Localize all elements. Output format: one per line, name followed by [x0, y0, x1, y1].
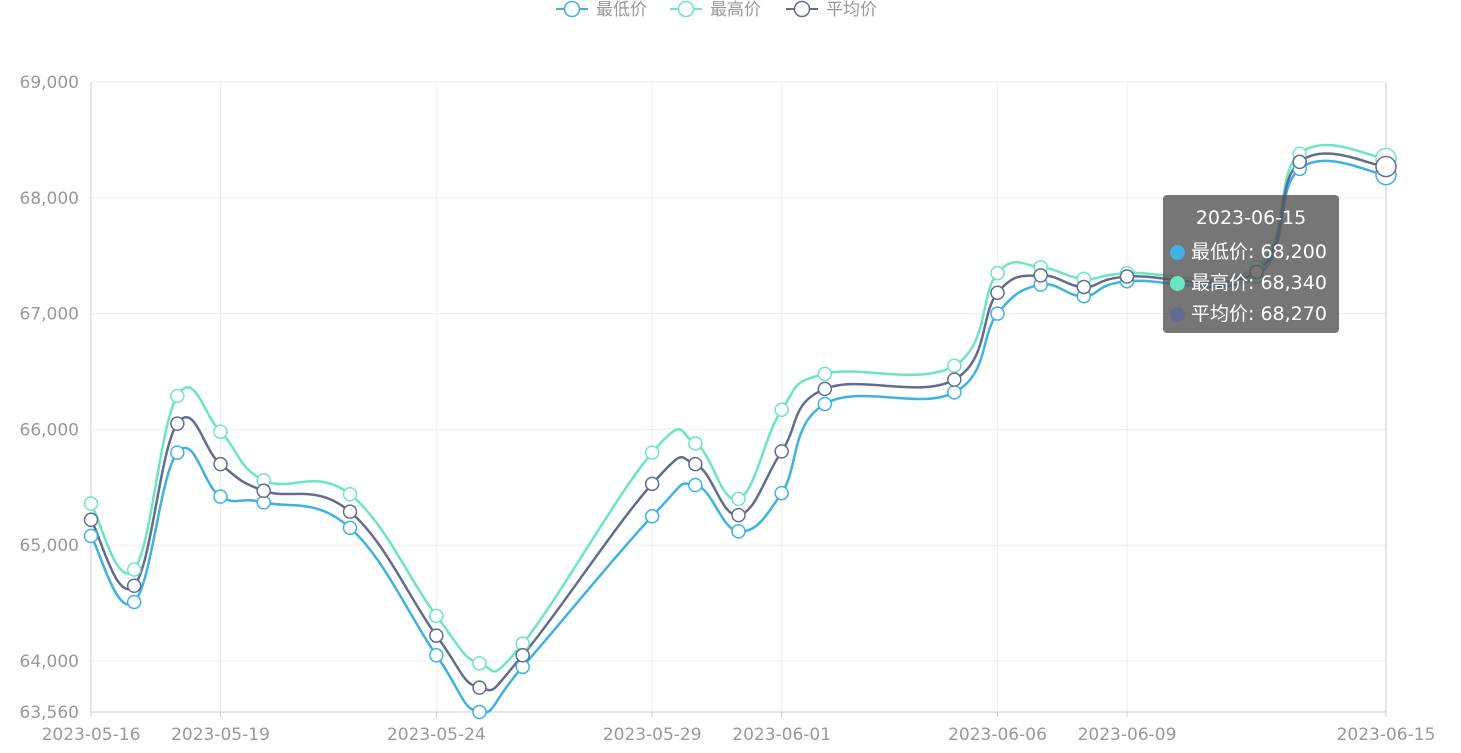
- legend-label: 最低价: [596, 0, 647, 20]
- legend-item-avg[interactable]: 平均价: [786, 0, 877, 20]
- x-tick-label: 2023-06-09: [1078, 725, 1177, 745]
- data-point-low[interactable]: [213, 489, 228, 504]
- data-point-low[interactable]: [429, 648, 444, 663]
- tooltip-date: 2023-06-15: [1195, 207, 1307, 229]
- data-point-high[interactable]: [429, 608, 444, 624]
- data-point-avg[interactable]: [947, 372, 962, 387]
- series-line-low: [89, 159, 1387, 714]
- y-tick-label: 67,000: [20, 305, 79, 325]
- data-point-high[interactable]: [817, 366, 833, 382]
- data-point-low[interactable]: [817, 396, 833, 412]
- y-tick-label: 65,000: [20, 536, 79, 556]
- tooltip-row-avg: 平均价: 68,270: [1163, 299, 1339, 330]
- tooltip-row-high: 最高价: 68,340: [1163, 268, 1339, 299]
- legend[interactable]: 最低价 最高价 平均价: [556, 0, 877, 20]
- data-point-avg[interactable]: [644, 476, 660, 492]
- data-point-high[interactable]: [731, 491, 746, 507]
- x-tick-label: 2023-05-19: [171, 725, 270, 745]
- avg-series-dot: [1170, 307, 1185, 322]
- legend-item-high[interactable]: 最高价: [670, 0, 761, 20]
- x-tick-label: 2023-05-24: [387, 725, 486, 745]
- data-point-high[interactable]: [472, 656, 487, 671]
- data-point-avg[interactable]: [83, 512, 99, 528]
- data-point-avg[interactable]: [515, 648, 530, 663]
- data-point-avg[interactable]: [731, 507, 746, 523]
- x-tick-label: 2023-05-29: [603, 725, 702, 745]
- data-point-high[interactable]: [213, 424, 228, 439]
- legend-circle-icon: [677, 0, 695, 18]
- tooltip-low-text: 最低价: 68,200: [1191, 241, 1327, 263]
- x-tick-label: 2023-05-16: [42, 725, 141, 745]
- data-point-avg[interactable]: [256, 483, 271, 499]
- data-point-high[interactable]: [83, 496, 99, 511]
- legend-circle-icon: [793, 0, 811, 18]
- tooltip-avg-text: 平均价: 68,270: [1191, 303, 1327, 325]
- data-point-low[interactable]: [126, 594, 142, 610]
- legend-item-low[interactable]: 最低价: [556, 0, 647, 20]
- grid-lines: [91, 81, 1386, 712]
- data-point-avg[interactable]: [1076, 279, 1092, 295]
- legend-label: 最高价: [710, 0, 761, 20]
- data-point-avg[interactable]: [342, 504, 358, 519]
- data-point-low[interactable]: [688, 477, 703, 493]
- data-point-avg[interactable]: [1033, 268, 1048, 283]
- data-point-low[interactable]: [990, 306, 1005, 321]
- data-points[interactable]: [83, 146, 1397, 720]
- data-point-high[interactable]: [644, 445, 660, 460]
- data-point-low[interactable]: [947, 385, 962, 400]
- y-tick-label: 68,000: [20, 189, 79, 209]
- data-point-high[interactable]: [774, 402, 789, 417]
- data-point-low[interactable]: [731, 524, 746, 539]
- chart-tooltip: 2023-06-15 最低价: 68,200 最高价: 68,340 平均价: …: [1163, 195, 1339, 333]
- data-point-avg[interactable]: [990, 285, 1005, 301]
- data-point-low[interactable]: [774, 485, 789, 501]
- data-point-low[interactable]: [472, 704, 487, 720]
- data-point-avg[interactable]: [472, 680, 487, 695]
- y-tick-label: 66,000: [20, 420, 79, 440]
- data-point-avg[interactable]: [1292, 154, 1307, 170]
- data-point-high[interactable]: [990, 265, 1005, 281]
- y-tick-label: 64,000: [20, 652, 79, 672]
- data-point-low[interactable]: [644, 509, 660, 524]
- low-series-dot: [1170, 245, 1185, 260]
- data-point-avg[interactable]: [213, 456, 228, 472]
- data-point-avg[interactable]: [126, 578, 142, 594]
- data-point-avg[interactable]: [1119, 269, 1135, 284]
- x-tick-label: 2023-06-01: [732, 725, 831, 745]
- data-point-avg[interactable]: [170, 416, 185, 431]
- y-tick-label: 69,000: [20, 73, 79, 93]
- y-tick-label: 63,560: [20, 703, 79, 723]
- data-point-avg[interactable]: [429, 628, 444, 643]
- data-point-high[interactable]: [126, 562, 142, 577]
- data-point-low[interactable]: [342, 520, 358, 536]
- data-point-high[interactable]: [170, 388, 185, 404]
- data-point-high[interactable]: [947, 358, 962, 373]
- tooltip-high-text: 最高价: 68,340: [1191, 272, 1327, 294]
- data-point-avg[interactable]: [817, 381, 833, 397]
- data-point-low[interactable]: [83, 528, 99, 544]
- x-tick-label: 2023-06-15: [1337, 725, 1436, 745]
- data-point-avg[interactable]: [688, 456, 703, 472]
- data-point-high[interactable]: [688, 436, 703, 451]
- data-point-high[interactable]: [342, 487, 358, 502]
- data-point-avg[interactable]: [1375, 155, 1397, 178]
- legend-circle-icon: [563, 0, 581, 18]
- axes: 63,560 64,000 65,000 66,000 67,000 68,000 69,0…: [20, 73, 1436, 745]
- high-series-dot: [1170, 276, 1185, 291]
- tooltip-row-low: 最低价: 68,200: [1163, 237, 1339, 268]
- x-tick-label: 2023-06-06: [948, 725, 1047, 745]
- data-point-low[interactable]: [170, 445, 185, 460]
- data-point-avg[interactable]: [774, 444, 789, 459]
- legend-label: 平均价: [826, 0, 877, 20]
